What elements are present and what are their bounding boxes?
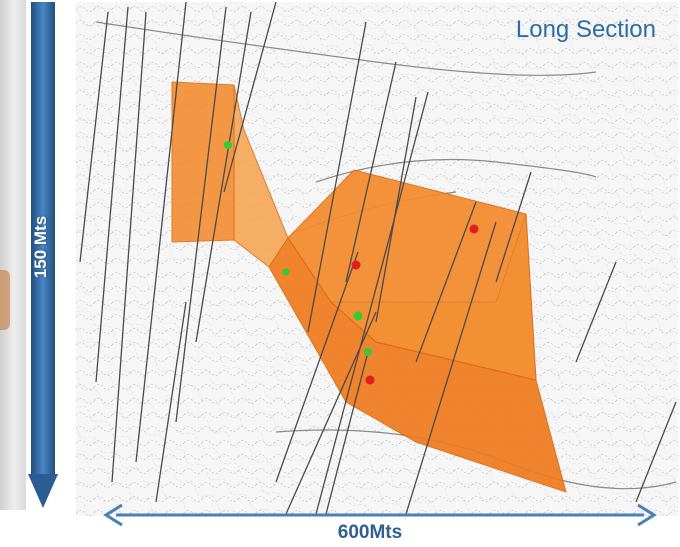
long-section-3d-view: Long Section: [76, 2, 678, 516]
horizontal-scale-label: 600Mts: [337, 522, 403, 543]
vertical-scale-label: 150 Mts: [31, 215, 50, 279]
marker-red: [351, 260, 361, 270]
horizontal-scale-arrow: [103, 503, 657, 527]
section-title: Long Section: [515, 16, 656, 43]
terrain-side-view: [0, 0, 26, 510]
vertical-scale-arrow: [28, 2, 58, 508]
marker-red: [469, 224, 479, 234]
drillholes: [79, 2, 677, 515]
orebody: [171, 81, 567, 493]
marker-red: [365, 375, 375, 385]
drillhole-markers: [224, 141, 479, 385]
orebody-side-fragment: [0, 270, 10, 330]
marker-green: [353, 311, 363, 321]
marker-green: [282, 268, 290, 276]
marker-green: [224, 141, 232, 149]
marker-green: [364, 348, 372, 356]
section-canvas: [76, 2, 678, 516]
